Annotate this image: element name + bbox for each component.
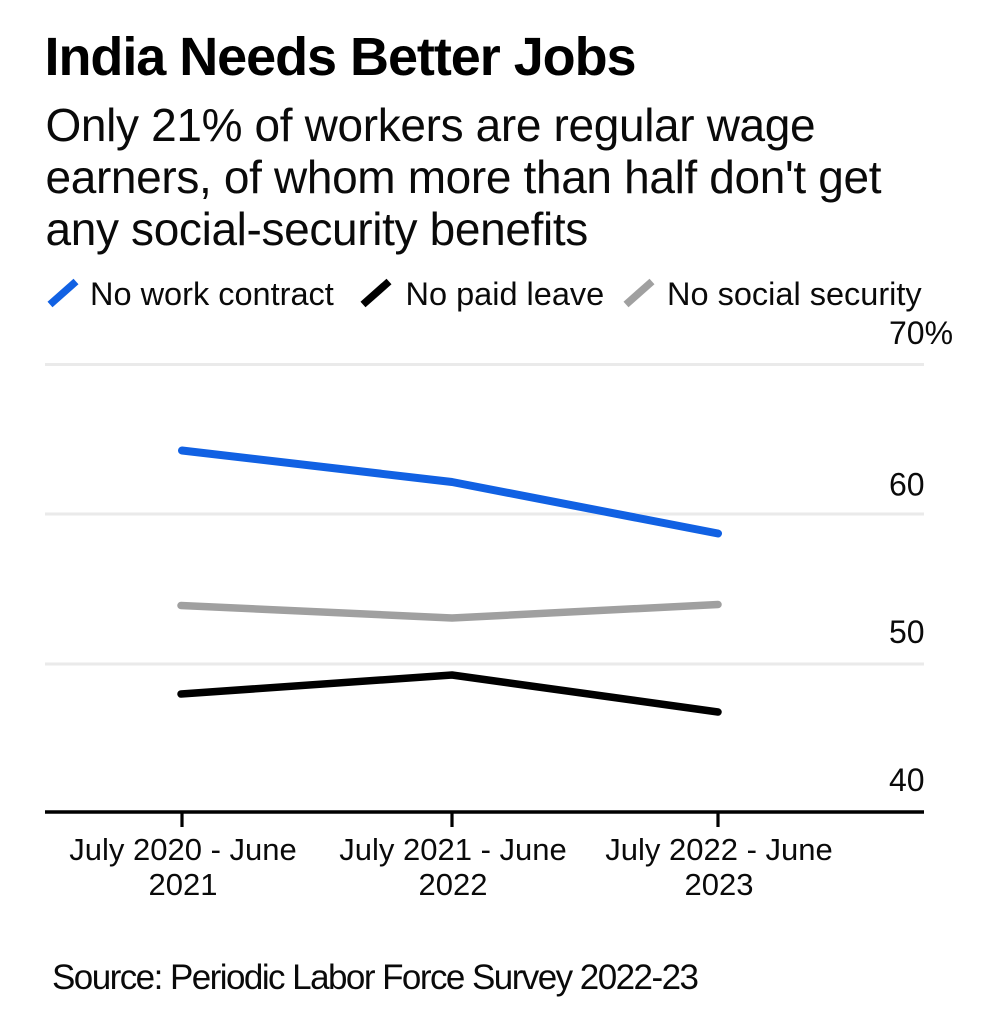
svg-text:70%: 70%	[889, 320, 953, 351]
svg-text:40: 40	[889, 762, 925, 798]
svg-text:60: 60	[889, 467, 925, 503]
svg-text:50: 50	[889, 614, 925, 650]
